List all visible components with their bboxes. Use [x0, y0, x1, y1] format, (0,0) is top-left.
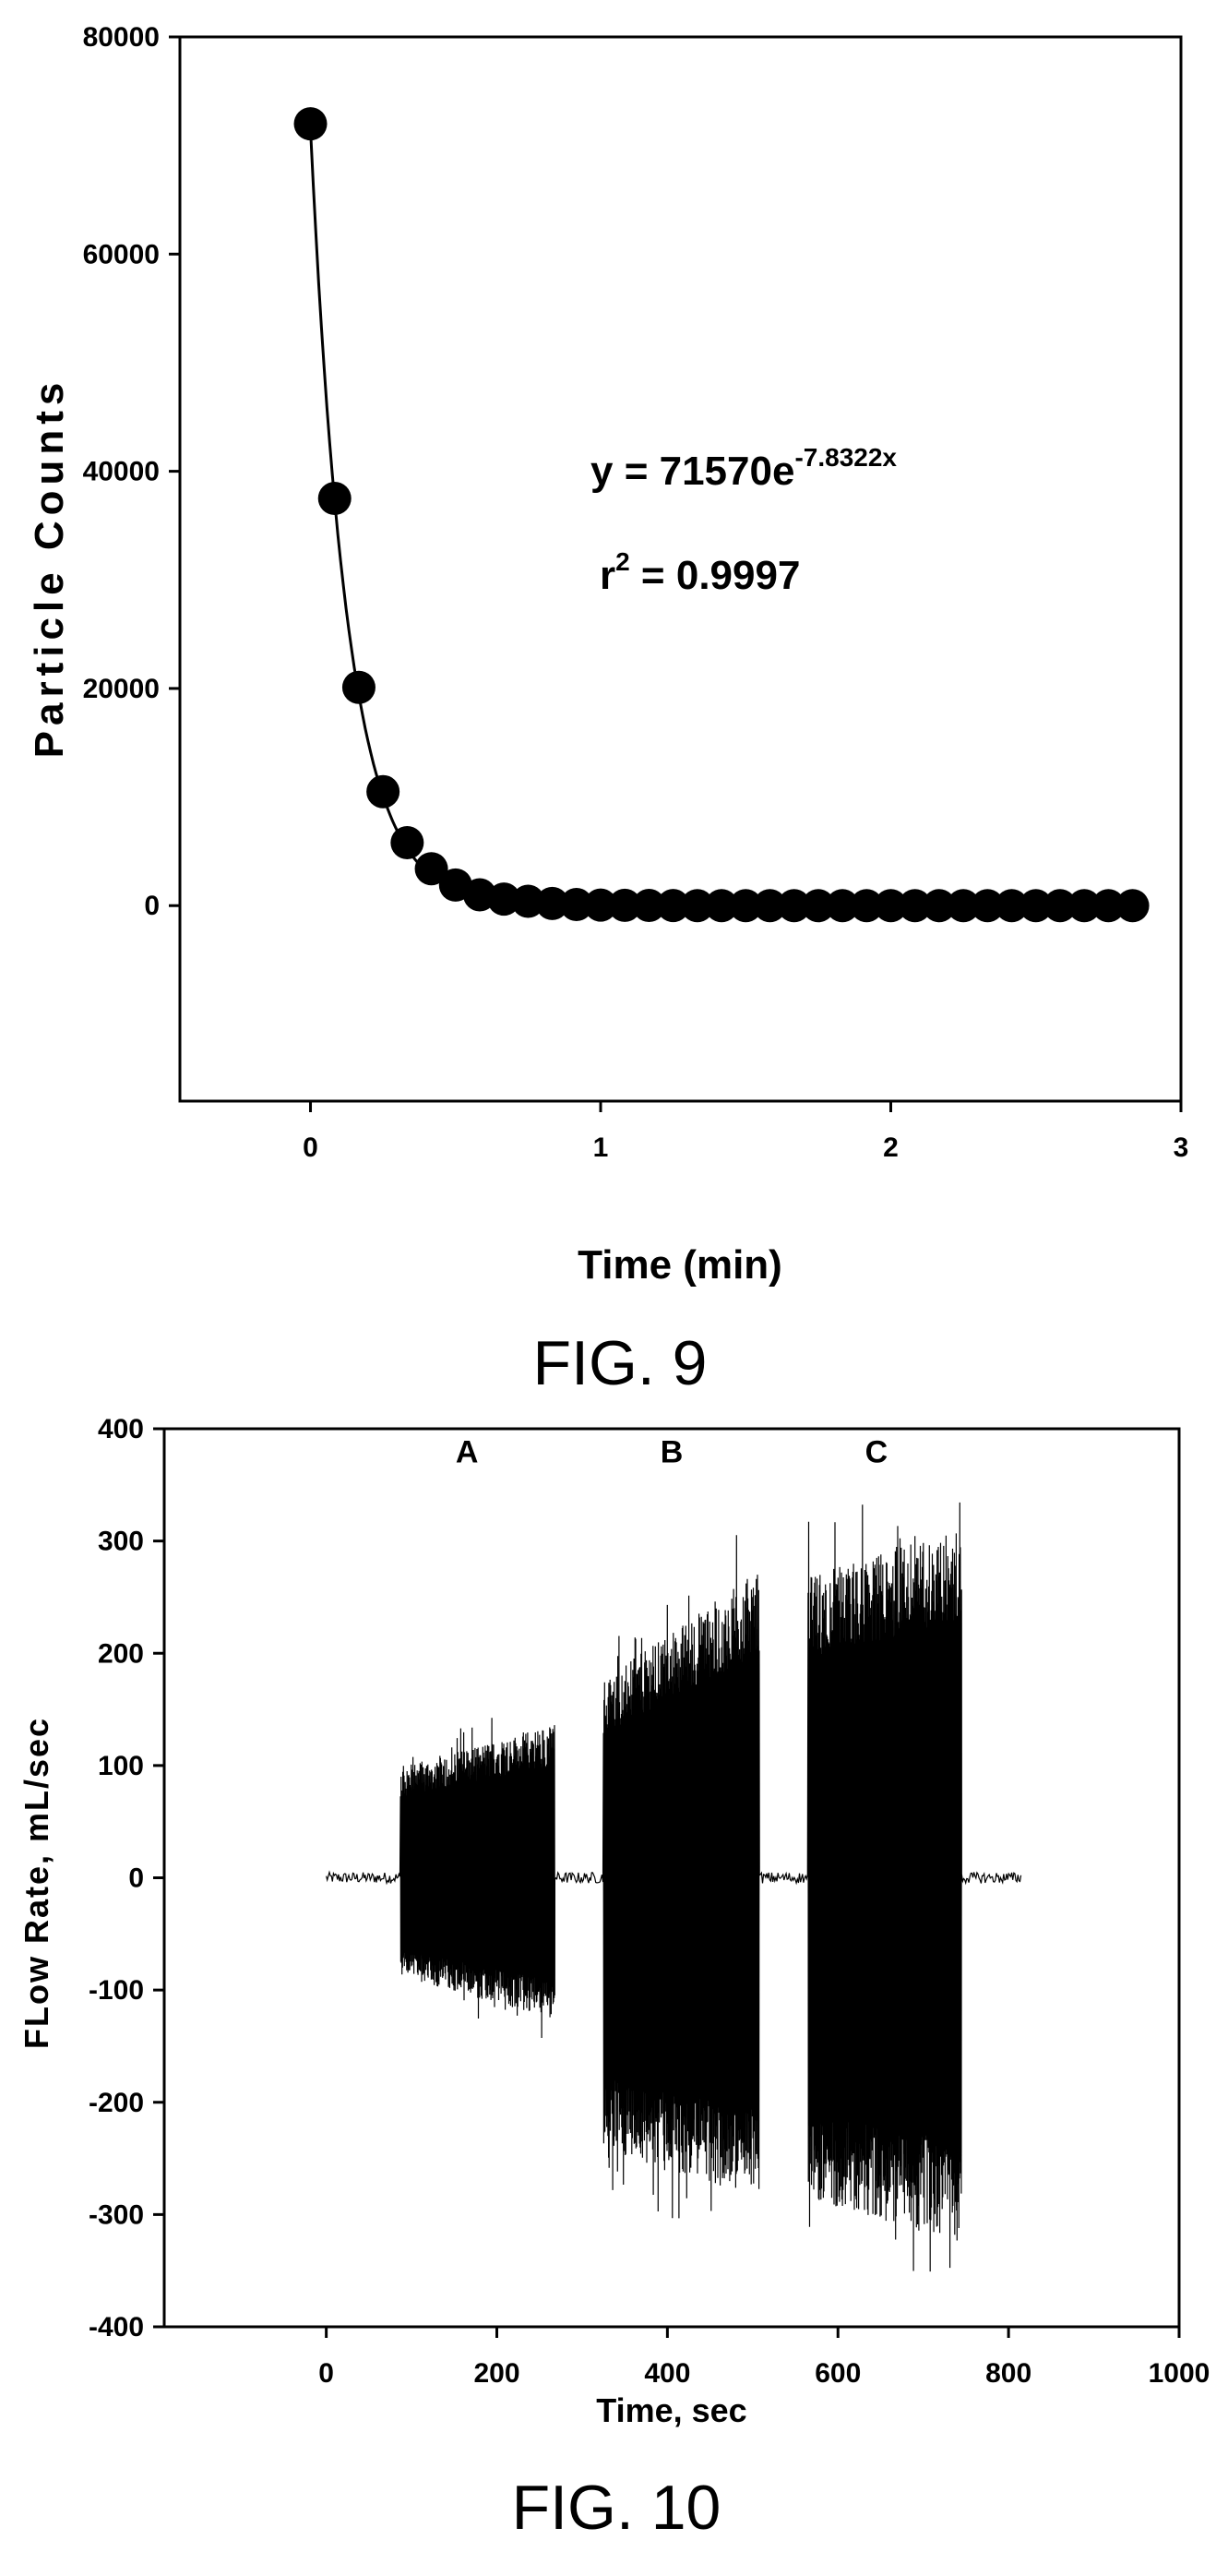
fig9-equation-exponent: -7.8322x — [794, 443, 897, 472]
fig10-x-tick-label: 800 — [985, 2358, 1031, 2389]
fig10-x-tick-label: 0 — [318, 2358, 334, 2389]
fig10-annotations: A B C — [456, 1434, 888, 1469]
fig9-y-tick-label: 80000 — [83, 22, 160, 53]
fig9-y-ticks: 0 20000 40000 60000 80000 — [83, 22, 180, 921]
fig10-y-tick-label: 400 — [98, 1414, 144, 1444]
fig10-y-tick-label: -200 — [89, 2088, 144, 2118]
fig9-figure-label: FIG. 9 — [533, 1328, 708, 1398]
fig9-x-tick-label: 2 — [883, 1132, 899, 1163]
fig9-data-point — [318, 482, 352, 515]
fig9-r-power: 2 — [615, 547, 630, 576]
fig9-x-ticks: 0 1 2 3 — [303, 1101, 1188, 1163]
chart-fig9: 0 20000 40000 60000 80000 0 1 2 3 y = 71570e-7.… — [27, 22, 1188, 1398]
fig9-y-tick-label: 0 — [144, 891, 160, 921]
fig9-y-tick-label: 60000 — [83, 239, 160, 270]
chart-fig10: -400 -300 -200 -100 0 100 200 300 400 0 200 400 600… — [18, 1414, 1210, 2543]
fig9-x-tick-label: 0 — [303, 1132, 318, 1163]
fig10-y-tick-label: 100 — [98, 1751, 144, 1781]
fig10-x-tick-label: 400 — [644, 2358, 690, 2389]
fig9-data-points — [294, 107, 1150, 922]
fig10-y-axis-label: FLow Rate, mL/sec — [18, 1717, 55, 2049]
fig9-equation-lhs: y = 71570e — [590, 449, 794, 494]
fig9-x-tick-label: 1 — [593, 1132, 609, 1163]
fig10-x-ticks: 0 200 400 600 800 1000 — [318, 2327, 1210, 2389]
fig10-x-tick-label: 600 — [815, 2358, 861, 2389]
fig10-x-axis-label: Time, sec — [596, 2391, 746, 2429]
fig10-y-tick-label: -400 — [89, 2312, 144, 2342]
fig10-figure-label: FIG. 10 — [512, 2473, 721, 2543]
fig9-r-squared: r2 = 0.9997 — [600, 547, 800, 598]
fig10-x-tick-label: 1000 — [1149, 2358, 1210, 2389]
fig9-x-axis-label: Time (min) — [578, 1242, 782, 1288]
fig10-annotation-b: B — [661, 1434, 684, 1469]
fig9-data-point — [390, 826, 423, 859]
fig10-x-tick-label: 200 — [473, 2358, 519, 2389]
fig9-equation: y = 71570e-7.8322x — [590, 443, 897, 494]
fig9-y-tick-label: 40000 — [83, 457, 160, 487]
fig10-flow-signal — [327, 1503, 1021, 2271]
fig10-y-tick-label: -100 — [89, 1975, 144, 2006]
fig9-data-point — [366, 775, 399, 809]
fig9-y-axis-label: Particle Counts — [27, 377, 72, 759]
fig9-data-point — [1116, 889, 1150, 922]
fig10-y-tick-label: 300 — [98, 1527, 144, 1557]
fig9-r-value: = 0.9997 — [630, 553, 801, 598]
fig9-x-tick-label: 3 — [1174, 1132, 1189, 1163]
fig10-y-ticks: -400 -300 -200 -100 0 100 200 300 400 — [89, 1414, 164, 2342]
fig10-y-tick-label: -300 — [89, 2199, 144, 2230]
fig10-y-tick-label: 0 — [128, 1863, 144, 1894]
fig9-data-point — [294, 107, 328, 140]
fig9-fit-curve — [311, 128, 1133, 905]
fig9-y-tick-label: 20000 — [83, 674, 160, 704]
fig10-annotation-c: C — [865, 1434, 888, 1469]
fig10-annotation-a: A — [456, 1434, 479, 1469]
fig9-data-point — [342, 671, 376, 704]
fig10-y-tick-label: 200 — [98, 1638, 144, 1669]
fig9-r-base: r — [600, 553, 615, 598]
